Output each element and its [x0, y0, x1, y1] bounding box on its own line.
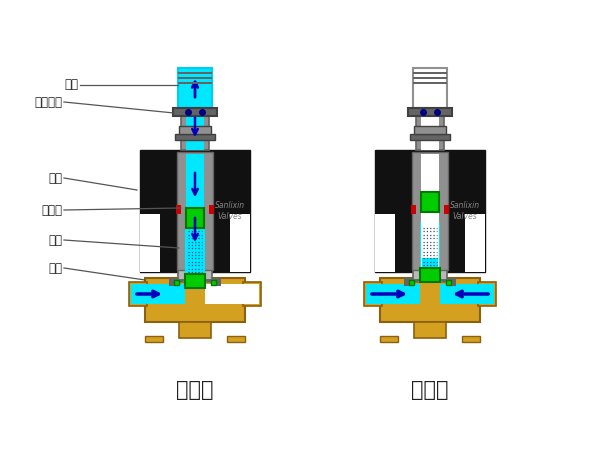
- Bar: [420, 268, 440, 282]
- Polygon shape: [173, 280, 217, 282]
- Bar: [209, 205, 214, 214]
- Bar: [440, 284, 494, 304]
- Bar: [178, 72, 212, 74]
- Bar: [410, 134, 450, 140]
- Bar: [181, 112, 209, 150]
- Bar: [408, 108, 452, 116]
- Bar: [446, 280, 451, 285]
- Bar: [140, 150, 250, 272]
- Text: 接头: 接头: [64, 78, 78, 92]
- Bar: [205, 284, 259, 304]
- Bar: [173, 108, 217, 116]
- Bar: [178, 68, 212, 108]
- Bar: [178, 220, 212, 280]
- Bar: [462, 336, 480, 342]
- Polygon shape: [418, 280, 442, 282]
- Bar: [129, 282, 147, 306]
- Bar: [366, 284, 420, 304]
- Bar: [177, 152, 213, 270]
- Bar: [375, 150, 485, 272]
- Bar: [174, 280, 179, 285]
- Bar: [478, 282, 496, 306]
- Bar: [411, 205, 416, 214]
- Bar: [413, 77, 447, 79]
- Bar: [178, 82, 212, 84]
- Bar: [211, 280, 216, 285]
- Bar: [404, 278, 412, 286]
- Bar: [412, 152, 448, 270]
- Bar: [448, 278, 456, 286]
- Text: 阀体: 阀体: [48, 261, 62, 275]
- Bar: [186, 114, 204, 150]
- Bar: [131, 284, 185, 304]
- Bar: [145, 336, 163, 342]
- Bar: [176, 205, 181, 214]
- Bar: [185, 274, 205, 288]
- Bar: [227, 336, 245, 342]
- Text: 动铁芯: 动铁芯: [41, 203, 62, 217]
- Bar: [185, 222, 205, 278]
- Bar: [413, 68, 447, 108]
- Text: Sanlixin
Valves: Sanlixin Valves: [450, 201, 480, 221]
- Bar: [421, 114, 439, 150]
- Bar: [179, 126, 211, 134]
- Bar: [444, 205, 449, 214]
- Bar: [413, 72, 447, 74]
- Text: 弹簧: 弹簧: [48, 234, 62, 246]
- Bar: [409, 280, 414, 285]
- Bar: [414, 322, 446, 338]
- Bar: [243, 282, 261, 306]
- Polygon shape: [408, 280, 452, 282]
- Bar: [186, 208, 204, 228]
- Text: 隔磁组件: 隔磁组件: [34, 95, 62, 109]
- Bar: [179, 322, 211, 338]
- Bar: [422, 258, 438, 268]
- Text: 线圈: 线圈: [48, 171, 62, 185]
- Text: 通电时: 通电时: [411, 380, 449, 400]
- Polygon shape: [183, 280, 207, 282]
- Bar: [380, 336, 398, 342]
- Bar: [413, 220, 447, 280]
- Bar: [178, 77, 212, 79]
- Bar: [413, 82, 447, 84]
- Text: Sanlixin
Valves: Sanlixin Valves: [215, 201, 245, 221]
- Bar: [186, 154, 204, 268]
- Bar: [414, 126, 446, 134]
- Bar: [421, 154, 439, 268]
- Bar: [416, 112, 444, 150]
- Bar: [421, 192, 439, 212]
- Bar: [187, 264, 203, 274]
- Bar: [213, 278, 221, 286]
- Bar: [140, 214, 160, 272]
- Bar: [375, 214, 395, 272]
- Bar: [420, 222, 440, 278]
- Bar: [380, 278, 480, 322]
- Bar: [230, 214, 250, 272]
- Bar: [465, 214, 485, 272]
- Bar: [175, 134, 215, 140]
- Bar: [145, 278, 245, 322]
- Text: 断电时: 断电时: [176, 380, 214, 400]
- Bar: [169, 278, 177, 286]
- Bar: [364, 282, 382, 306]
